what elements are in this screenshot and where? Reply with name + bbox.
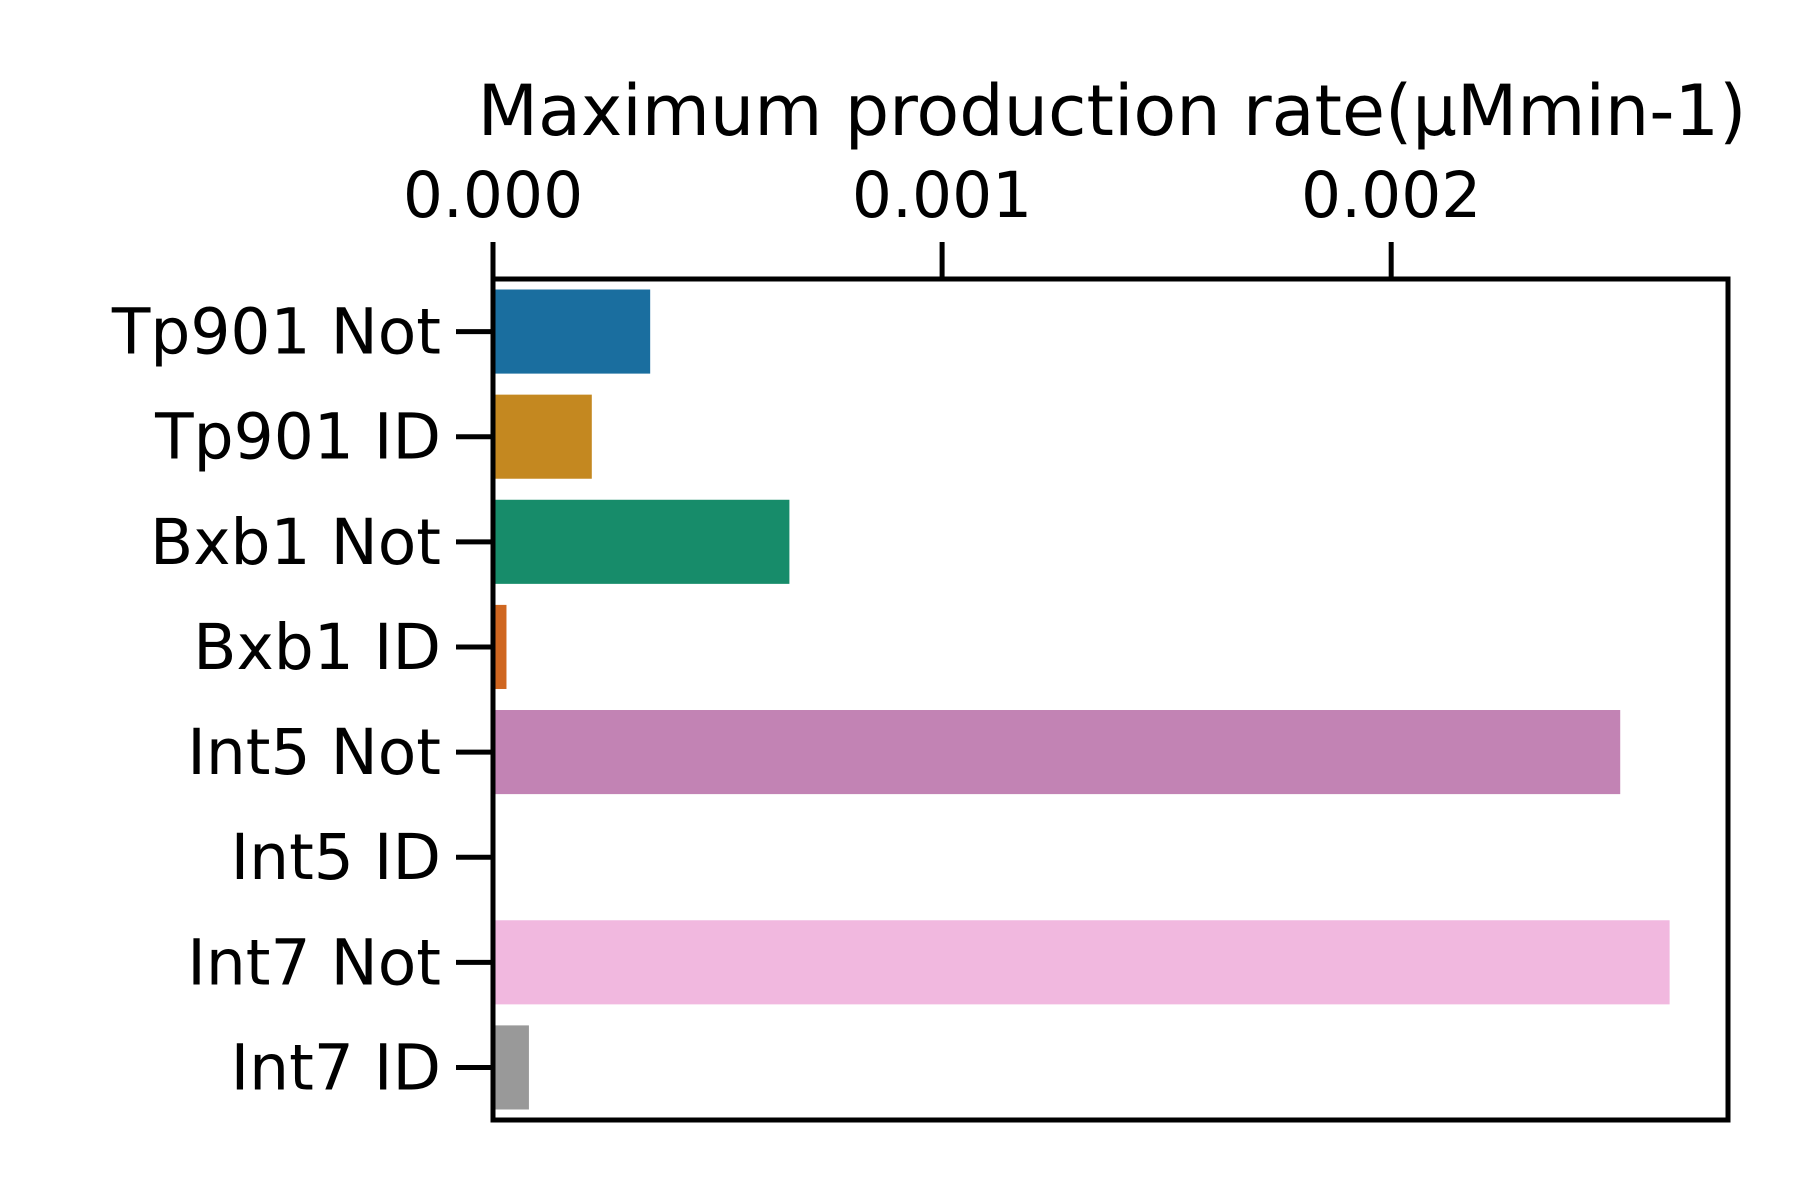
bar-tp901-id [493, 394, 592, 479]
bar-int7-id [493, 1025, 529, 1110]
bar-bxb1-not [493, 499, 790, 584]
y-tick-label: Bxb1 ID [193, 611, 441, 684]
x-tick-label: 0.002 [1301, 159, 1481, 232]
x-axis-ticks: 0.000 0.001 0.002 [403, 159, 1481, 279]
y-tick-label: Bxb1 Not [150, 506, 441, 579]
y-tick-label: Int5 Not [187, 716, 441, 789]
bar-int7-not [493, 920, 1670, 1005]
bar-int5-not [493, 710, 1621, 795]
y-tick-label: Tp901 ID [154, 401, 441, 474]
y-axis-ticks: Tp901 Not Tp901 ID Bxb1 Not Bxb1 ID Int5 Not… [111, 296, 493, 1104]
x-axis-title: Maximum production rate(µMmin-1) [478, 70, 1747, 152]
y-tick-label: Tp901 Not [111, 296, 441, 369]
plot-frame [490, 276, 1731, 1123]
y-tick-label: Int5 ID [231, 821, 441, 894]
y-tick-label: Int7 Not [187, 926, 441, 999]
y-tick-label: Int7 ID [231, 1031, 441, 1104]
bar-tp901-not [493, 289, 651, 374]
bar-bxb1-id [493, 604, 507, 689]
bars-group [493, 289, 1670, 1110]
x-tick-label: 0.000 [403, 159, 583, 232]
x-tick-label: 0.001 [852, 159, 1032, 232]
